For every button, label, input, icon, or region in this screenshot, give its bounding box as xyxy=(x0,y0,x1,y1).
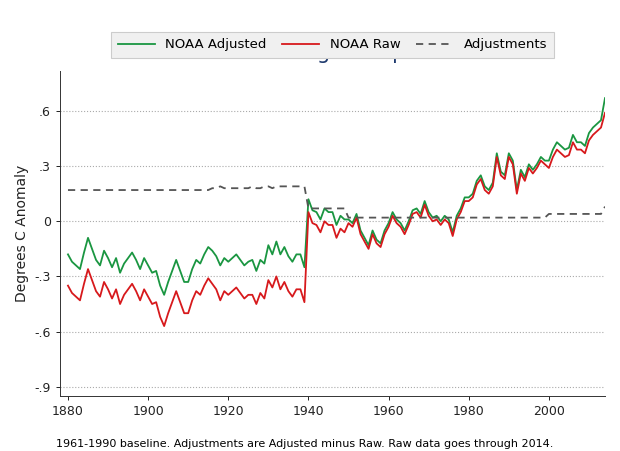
NOAA Adjusted xyxy=(569,132,577,138)
Y-axis label: Degrees C Anomaly: Degrees C Anomaly xyxy=(15,165,29,302)
NOAA Raw xyxy=(569,139,577,145)
Adjustments xyxy=(64,187,72,193)
Adjustments xyxy=(353,215,360,221)
NOAA Raw xyxy=(373,241,380,246)
NOAA Adjusted xyxy=(64,252,72,257)
Title: Global Average Temperature: Global Average Temperature xyxy=(184,43,481,64)
Adjustments xyxy=(533,215,541,221)
Adjustments xyxy=(601,204,609,209)
Line: NOAA Adjusted: NOAA Adjusted xyxy=(68,98,605,295)
NOAA Raw xyxy=(353,215,360,221)
Line: Adjustments: Adjustments xyxy=(68,186,605,218)
Legend: NOAA Adjusted, NOAA Raw, Adjustments: NOAA Adjusted, NOAA Raw, Adjustments xyxy=(111,32,554,58)
NOAA Adjusted xyxy=(533,161,541,167)
NOAA Adjusted xyxy=(601,96,609,101)
Line: NOAA Raw: NOAA Raw xyxy=(68,113,605,326)
NOAA Raw xyxy=(192,289,200,294)
Adjustments xyxy=(249,184,256,189)
Adjustments xyxy=(373,215,380,221)
NOAA Raw xyxy=(453,217,461,222)
Adjustments xyxy=(453,215,461,221)
NOAA Adjusted xyxy=(453,213,461,218)
NOAA Raw xyxy=(161,323,168,329)
Adjustments xyxy=(574,211,581,216)
Adjustments xyxy=(188,187,196,193)
NOAA Adjusted xyxy=(373,237,380,242)
NOAA Adjusted xyxy=(353,211,360,216)
Text: 1961-1990 baseline. Adjustments are Adjusted minus Raw. Raw data goes through 20: 1961-1990 baseline. Adjustments are Adju… xyxy=(56,439,553,449)
NOAA Raw xyxy=(601,110,609,115)
Adjustments xyxy=(537,215,544,221)
NOAA Adjusted xyxy=(161,292,168,298)
NOAA Adjusted xyxy=(192,257,200,262)
NOAA Raw xyxy=(64,283,72,288)
NOAA Raw xyxy=(533,165,541,170)
